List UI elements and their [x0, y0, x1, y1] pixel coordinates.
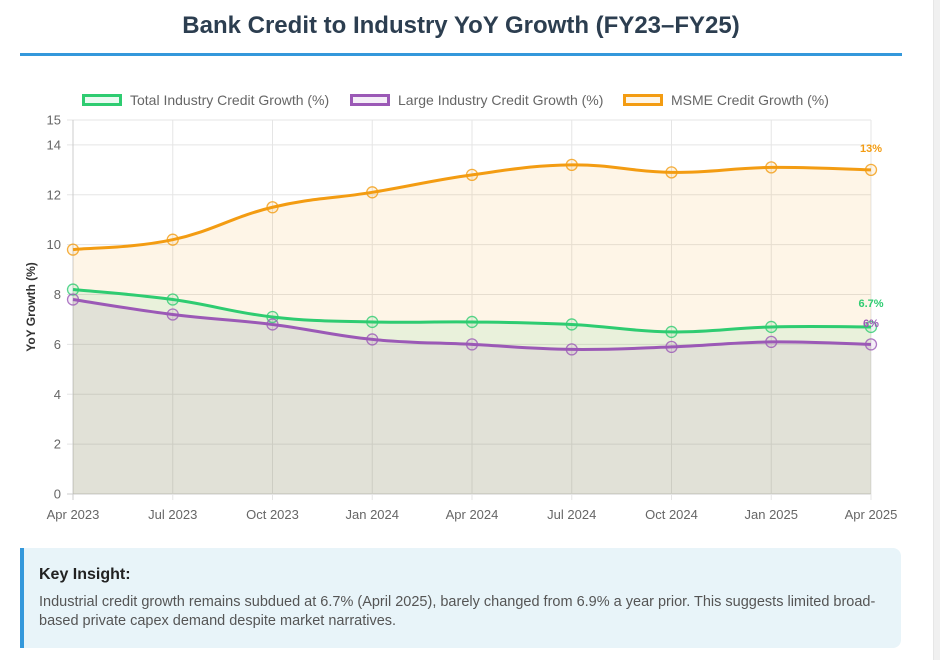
page-title: Bank Credit to Industry YoY Growth (FY23…	[182, 12, 740, 39]
legend-item-msme[interactable]: MSME Credit Growth (%)	[623, 92, 829, 108]
data-point-msme	[366, 186, 379, 199]
x-tick-label: Oct 2023	[246, 507, 299, 522]
data-point-msme	[565, 158, 578, 172]
data-point-msme	[465, 168, 479, 182]
data-point-msme	[864, 163, 878, 177]
x-tick-label: Oct 2024	[645, 507, 698, 522]
data-point-total	[565, 318, 578, 331]
data-point-total	[864, 320, 878, 334]
data-point-large	[465, 338, 479, 351]
legend-label-msme: MSME Credit Growth (%)	[671, 92, 829, 108]
data-point-total	[166, 293, 179, 306]
data-point-msme	[166, 233, 179, 246]
data-point-large	[665, 340, 678, 354]
data-labels: 13% 6.7% 6%	[858, 143, 883, 330]
x-tick-label: Apr 2024	[446, 507, 499, 522]
data-point-msme	[765, 161, 778, 174]
data-point-large	[366, 333, 379, 346]
grid-lines	[67, 119, 872, 500]
data-label-msme: 13%	[860, 143, 882, 155]
series-line-total	[72, 288, 872, 334]
scrollbar-track[interactable]	[933, 0, 940, 660]
series-points	[66, 158, 878, 356]
data-point-large	[166, 308, 179, 321]
x-tick-label: Jul 2023	[148, 507, 197, 522]
legend-label-large: Large Industry Credit Growth (%)	[398, 92, 604, 108]
insight-title: Key Insight:	[39, 566, 131, 583]
data-point-total	[366, 315, 379, 329]
data-label-large: 6%	[863, 318, 879, 330]
data-point-total	[465, 315, 479, 329]
data-point-large	[565, 343, 578, 356]
y-axis-label: YoY Growth (%)	[24, 262, 38, 352]
y-tick-label: 2	[54, 437, 61, 452]
y-tick-label: 6	[54, 337, 61, 352]
data-point-msme	[665, 166, 678, 179]
x-tick-label: Apr 2025	[845, 507, 898, 522]
y-tick-label: 15	[47, 113, 61, 128]
data-point-large	[864, 338, 878, 351]
y-tick-label: 10	[47, 237, 61, 252]
x-axis-ticks: Apr 2023 Jul 2023 Oct 2023 Jan 2024 Apr 2024…	[47, 507, 898, 522]
legend-swatch-total	[82, 94, 122, 106]
insight-text: Industrial credit growth remains subdued…	[39, 594, 876, 629]
data-label-total: 6.7%	[858, 298, 883, 310]
data-point-msme	[266, 201, 279, 214]
x-tick-label: Apr 2023	[47, 507, 100, 522]
fill-area-msme	[73, 164, 871, 495]
legend-item-large[interactable]: Large Industry Credit Growth (%)	[350, 92, 603, 108]
chart-legend: Total Industry Credit Growth (%) Large I…	[0, 92, 940, 112]
data-point-msme	[66, 243, 80, 256]
data-point-total	[66, 283, 80, 296]
line-chart: 0 2 4 6 8 10 12 14 15 Apr 2023 Jul 2023 Oct 2023 Ja…	[24, 113, 898, 523]
y-tick-label: 4	[54, 387, 61, 402]
data-point-large	[66, 293, 80, 306]
title-divider	[20, 53, 902, 56]
data-point-total	[765, 320, 778, 334]
legend-label-total: Total Industry Credit Growth (%)	[130, 92, 330, 108]
y-tick-label: 8	[54, 287, 61, 302]
series-line-msme	[72, 163, 872, 252]
x-tick-label: Jul 2024	[547, 507, 596, 522]
legend-swatch-large	[350, 94, 390, 106]
data-point-total	[665, 325, 678, 339]
y-tick-label: 12	[47, 187, 61, 202]
x-tick-label: Jan 2025	[745, 507, 799, 522]
y-axis-ticks: 0 2 4 6 8 10 12 14 15	[47, 113, 61, 502]
series-fills	[73, 164, 871, 495]
legend-swatch-msme	[623, 94, 663, 106]
y-tick-label: 14	[47, 137, 61, 152]
fill-area-total	[73, 289, 871, 494]
x-tick-label: Jan 2024	[346, 507, 400, 522]
data-point-large	[266, 318, 279, 331]
y-tick-label: 0	[54, 487, 61, 502]
data-point-large	[765, 335, 778, 349]
key-insight-box: Key Insight: Industrial credit growth re…	[20, 548, 901, 648]
legend-item-total[interactable]: Total Industry Credit Growth (%)	[82, 92, 329, 108]
